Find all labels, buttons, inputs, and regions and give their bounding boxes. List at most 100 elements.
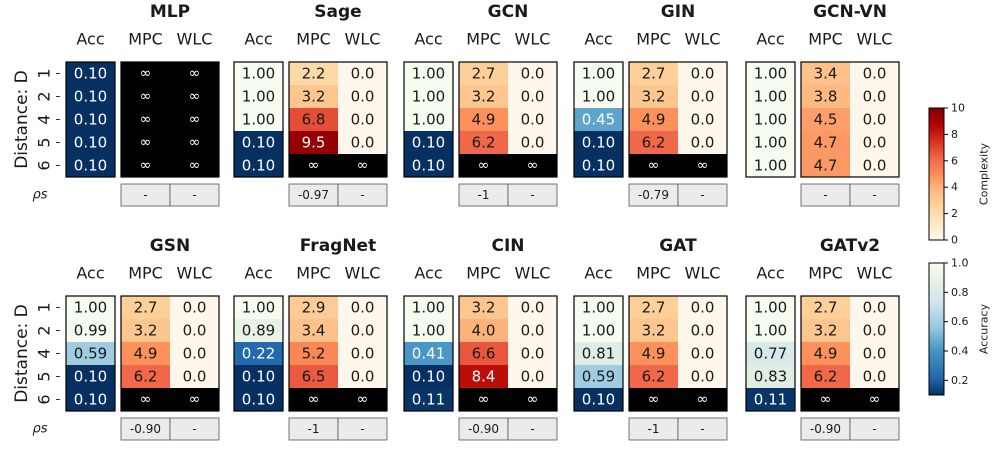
acc-cell [234, 85, 283, 108]
acc-cell [574, 85, 623, 108]
mpc-cell [629, 296, 678, 319]
wlc-value: 0.0 [183, 322, 207, 340]
mpc-cell-infinity [801, 388, 850, 411]
wlc-cell [508, 108, 557, 131]
mpc-value: ∞ [478, 158, 490, 174]
acc-cell [574, 62, 623, 85]
mpc-value: 3.4 [302, 322, 326, 340]
mpc-cell [801, 342, 850, 365]
colorbar-label: Complexity [978, 142, 991, 205]
panel-title: Sage [314, 2, 361, 22]
mpc-value: 8.4 [472, 368, 496, 386]
mpc-value: 3.2 [134, 322, 158, 340]
complexity-frame [458, 61, 558, 178]
wlc-value: ∞ [189, 66, 201, 82]
mpc-value: ∞ [140, 135, 152, 151]
column-header: WLC [857, 264, 893, 283]
acc-cell [234, 131, 283, 154]
acc-cell [234, 319, 283, 342]
colorbar-tick-label: 0.8 [951, 286, 969, 299]
wlc-cell-infinity [508, 388, 557, 411]
acc-value: 1.00 [242, 65, 275, 83]
wlc-cell [508, 296, 557, 319]
panel-title: GIN [661, 2, 696, 22]
complexity-frame [628, 61, 728, 178]
acc-value: 1.00 [242, 111, 275, 129]
wlc-value: ∞ [697, 158, 709, 174]
panel-cin: CIN Acc MPC WLC 1.00 3.2 0.0 1.00 4.0 0.0 0.41 6.6 0… [403, 236, 558, 441]
mpc-value: 3.2 [642, 322, 666, 340]
wlc-value: 0.0 [863, 111, 887, 129]
mpc-cell-infinity [289, 154, 338, 177]
mpc-cell [801, 85, 850, 108]
wlc-cell-infinity [850, 388, 899, 411]
mpc-value: 6.2 [642, 134, 666, 152]
acc-frame [65, 295, 116, 412]
mpc-value: 3.8 [814, 88, 838, 106]
rho-wlc-cell [169, 417, 220, 441]
wlc-value: 0.0 [521, 134, 545, 152]
wlc-value: 0.0 [351, 322, 375, 340]
rho-mpc-value: -1 [478, 188, 490, 202]
acc-value: 1.00 [754, 111, 787, 129]
wlc-value: ∞ [357, 392, 369, 408]
rho-wlc-value: - [700, 188, 704, 202]
wlc-value: 0.0 [691, 65, 715, 83]
rho-wlc-value: - [872, 188, 876, 202]
acc-cell [234, 388, 283, 411]
wlc-value: 0.0 [863, 299, 887, 317]
acc-value: 0.10 [582, 134, 615, 152]
acc-cell [404, 154, 453, 177]
wlc-cell [338, 85, 387, 108]
wlc-cell-infinity [170, 108, 219, 131]
wlc-value: ∞ [527, 392, 539, 408]
mpc-cell [629, 319, 678, 342]
wlc-value: 0.0 [691, 299, 715, 317]
column-header: Acc [584, 30, 612, 49]
wlc-value: 0.0 [351, 134, 375, 152]
mpc-cell [289, 108, 338, 131]
colorbar-tick-label: 0.2 [951, 374, 969, 387]
column-header: Acc [584, 264, 612, 283]
mpc-value: 2.7 [642, 299, 666, 317]
mpc-value: 4.9 [814, 345, 838, 363]
mpc-value: 2.7 [642, 65, 666, 83]
wlc-value: 0.0 [691, 368, 715, 386]
row-tick-label: 6 [35, 394, 54, 404]
column-header: MPC [296, 30, 331, 49]
wlc-value: ∞ [189, 392, 201, 408]
acc-value: 0.59 [74, 345, 107, 363]
mpc-value: 6.2 [642, 368, 666, 386]
mpc-value: ∞ [820, 392, 832, 408]
colorbar-tick-label: 8 [951, 128, 958, 141]
acc-cell [746, 365, 795, 388]
mpc-value: ∞ [648, 392, 660, 408]
acc-value: 0.41 [412, 345, 445, 363]
panel-gatv2: GATv2 Acc MPC WLC 1.00 2.7 0.0 1.00 3.2 0.0 0.77 4.… [745, 236, 900, 441]
mpc-cell [289, 365, 338, 388]
mpc-value: 6.6 [472, 345, 496, 363]
panel-title: GCN-VN [813, 2, 887, 22]
acc-value: 0.99 [74, 322, 107, 340]
wlc-cell-infinity [170, 154, 219, 177]
wlc-cell-infinity [508, 154, 557, 177]
acc-cell [746, 62, 795, 85]
mpc-cell [459, 85, 508, 108]
colorbar-tick-label: 0.6 [951, 315, 969, 328]
acc-cell [66, 108, 115, 131]
wlc-cell [508, 131, 557, 154]
acc-cell [404, 85, 453, 108]
wlc-cell [170, 342, 219, 365]
acc-value: 1.00 [412, 111, 445, 129]
wlc-cell [338, 319, 387, 342]
rho-label: ρs [32, 422, 47, 437]
wlc-value: 0.0 [351, 368, 375, 386]
wlc-value: 0.0 [521, 111, 545, 129]
wlc-value: 0.0 [351, 65, 375, 83]
panel-gat: GAT Acc MPC WLC 1.00 2.7 0.0 1.00 3.2 0.0 0.81 4.9 0… [573, 236, 728, 441]
acc-value: 0.10 [242, 157, 275, 175]
mpc-cell [459, 342, 508, 365]
mpc-cell [121, 296, 170, 319]
wlc-cell [338, 342, 387, 365]
mpc-cell [801, 319, 850, 342]
